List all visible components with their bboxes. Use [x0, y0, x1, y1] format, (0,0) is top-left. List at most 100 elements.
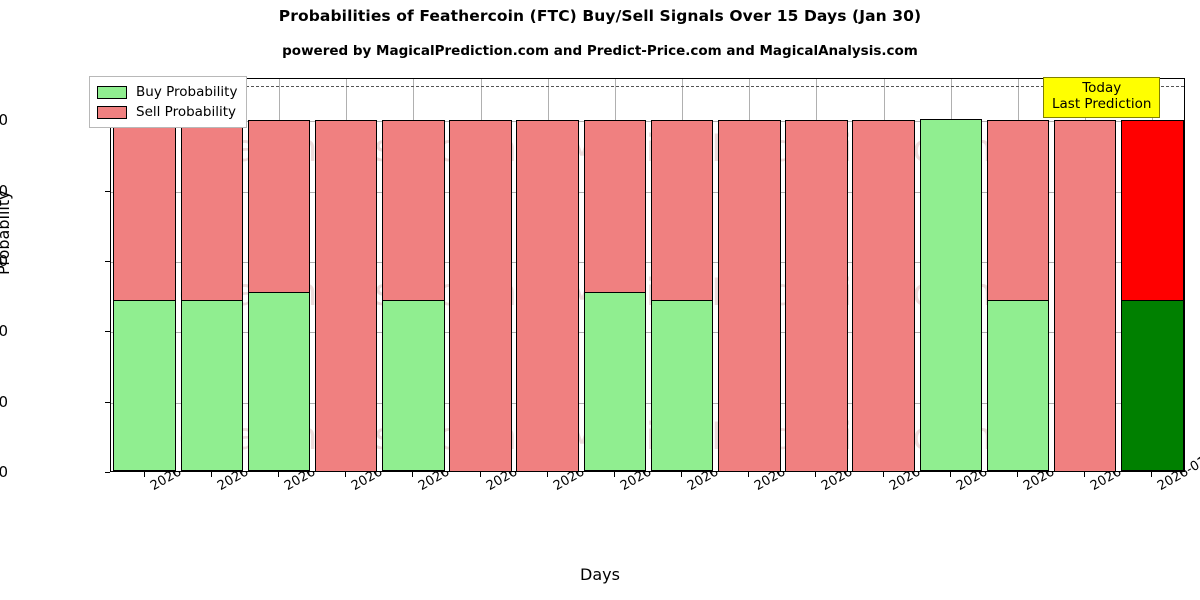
bar-segment-sell	[1121, 120, 1184, 301]
x-tick-mark	[1084, 472, 1085, 477]
x-tick-mark	[748, 472, 749, 477]
bar-stacked	[113, 119, 176, 471]
x-tick-mark	[681, 472, 682, 477]
bar-stacked	[852, 119, 915, 471]
gridline-horizontal	[111, 261, 1184, 263]
x-tick-mark	[278, 472, 279, 477]
y-tick-mark	[105, 190, 110, 192]
bar-segment-sell	[650, 120, 714, 301]
bar-stacked	[382, 119, 445, 471]
y-tick-label: 40	[0, 322, 8, 341]
plot-area: MagicalAnalysis.comMagicalPrediction.com…	[110, 78, 1185, 472]
legend-swatch-sell	[97, 105, 127, 119]
x-tick-label: 2026-01-18	[416, 443, 489, 494]
x-tick-label: 2026-01-21	[618, 443, 691, 494]
x-tick-label: 2026-01-25	[887, 443, 960, 494]
bar-today	[1121, 119, 1184, 471]
y-tick-mark	[105, 401, 110, 403]
chart-title: Probabilities of Feathercoin (FTC) Buy/S…	[278, 7, 922, 25]
x-tick-mark	[480, 472, 481, 477]
x-tick-label: 2026-01-27	[1021, 443, 1094, 494]
bar-segment-sell	[1053, 120, 1117, 471]
bar-segment-sell	[314, 120, 378, 471]
y-tick-mark	[105, 331, 110, 333]
chart-subtitle: powered by MagicalPrediction.com and Pre…	[282, 43, 918, 59]
bar-segment-buy	[180, 299, 244, 471]
bar-segment-buy	[650, 299, 714, 471]
x-tick-mark	[345, 472, 346, 477]
bar-segment-sell	[180, 120, 244, 301]
bar-stacked	[718, 119, 781, 471]
bar-stacked	[583, 119, 647, 471]
chart-legend: Buy Probability Sell Probability	[89, 76, 248, 128]
bar-segment-sell	[449, 120, 512, 471]
plot-inner: MagicalAnalysis.comMagicalPrediction.com…	[111, 79, 1184, 471]
x-tick-mark	[144, 472, 145, 477]
x-tick-mark	[614, 472, 615, 477]
x-tick-label: 2026-01-29	[1155, 443, 1200, 494]
legend-swatch-buy	[97, 85, 127, 99]
x-tick-label: 2026-01-15	[215, 443, 288, 494]
y-tick-label: 60	[0, 251, 8, 270]
bar-stacked	[986, 119, 1050, 471]
legend-item-sell: Sell Probability	[97, 102, 237, 122]
reference-dashed-line	[111, 86, 1184, 88]
y-tick-mark	[105, 260, 110, 262]
x-tick-label: 2026-01-26	[954, 443, 1027, 494]
x-tick-label: 2026-01-23	[752, 443, 825, 494]
bar-stacked	[180, 119, 244, 471]
x-tick-label: 2026-01-24	[819, 443, 892, 494]
bar-segment-sell	[852, 120, 915, 471]
bar-segment-sell	[583, 120, 647, 293]
bar-segment-sell	[382, 120, 445, 301]
x-tick-mark	[815, 472, 816, 477]
x-tick-label: 2026-01-19	[484, 443, 557, 494]
gridline-horizontal	[111, 402, 1184, 404]
bar-segment-buy	[382, 299, 445, 471]
bar-segment-sell	[113, 120, 176, 301]
x-tick-mark	[1151, 472, 1152, 477]
x-tick-label: 2026-01-14	[148, 443, 221, 494]
y-tick-label: 80	[0, 181, 8, 200]
today-label-line2: Last Prediction	[1052, 95, 1152, 112]
bar-segment-buy	[247, 291, 311, 471]
y-tick-label: 100	[0, 111, 8, 130]
bar-stacked	[516, 119, 579, 471]
x-tick-label: 2026-01-16	[282, 443, 355, 494]
bar-segment-buy	[1121, 299, 1184, 471]
bar-stacked	[449, 119, 512, 471]
bar-stacked	[314, 119, 378, 471]
bar-segment-sell	[247, 120, 311, 293]
today-annotation: Today Last Prediction	[1043, 77, 1161, 118]
x-tick-mark	[211, 472, 212, 477]
gridline-horizontal	[111, 121, 1184, 123]
legend-item-buy: Buy Probability	[97, 82, 237, 102]
x-tick-label: 2026-01-22	[685, 443, 758, 494]
x-tick-mark	[547, 472, 548, 477]
bar-stacked	[650, 119, 714, 471]
x-tick-label: 2026-01-28	[1088, 443, 1161, 494]
gridline-horizontal	[111, 191, 1184, 193]
bar-segment-buy	[113, 299, 176, 471]
legend-label-sell: Sell Probability	[136, 104, 237, 120]
bar-segment-buy	[919, 119, 983, 471]
bar-stacked	[785, 119, 848, 471]
bar-segment-sell	[516, 120, 579, 471]
x-tick-mark	[883, 472, 884, 477]
x-tick-mark	[1017, 472, 1018, 477]
bar-segment-sell	[785, 120, 848, 471]
gridline-horizontal	[111, 332, 1184, 334]
today-label-line1: Today	[1082, 80, 1122, 96]
legend-label-buy: Buy Probability	[136, 84, 238, 100]
y-tick-label: 0	[0, 463, 8, 481]
y-tick-label: 20	[0, 392, 8, 411]
bar-stacked	[1053, 119, 1117, 471]
x-tick-mark	[412, 472, 413, 477]
bar-segment-buy	[583, 291, 647, 471]
x-tick-mark	[950, 472, 951, 477]
bar-segment-buy	[986, 299, 1050, 471]
x-tick-label: 2026-01-20	[551, 443, 624, 494]
bar-stacked	[919, 119, 983, 471]
bar-segment-sell	[986, 120, 1050, 301]
